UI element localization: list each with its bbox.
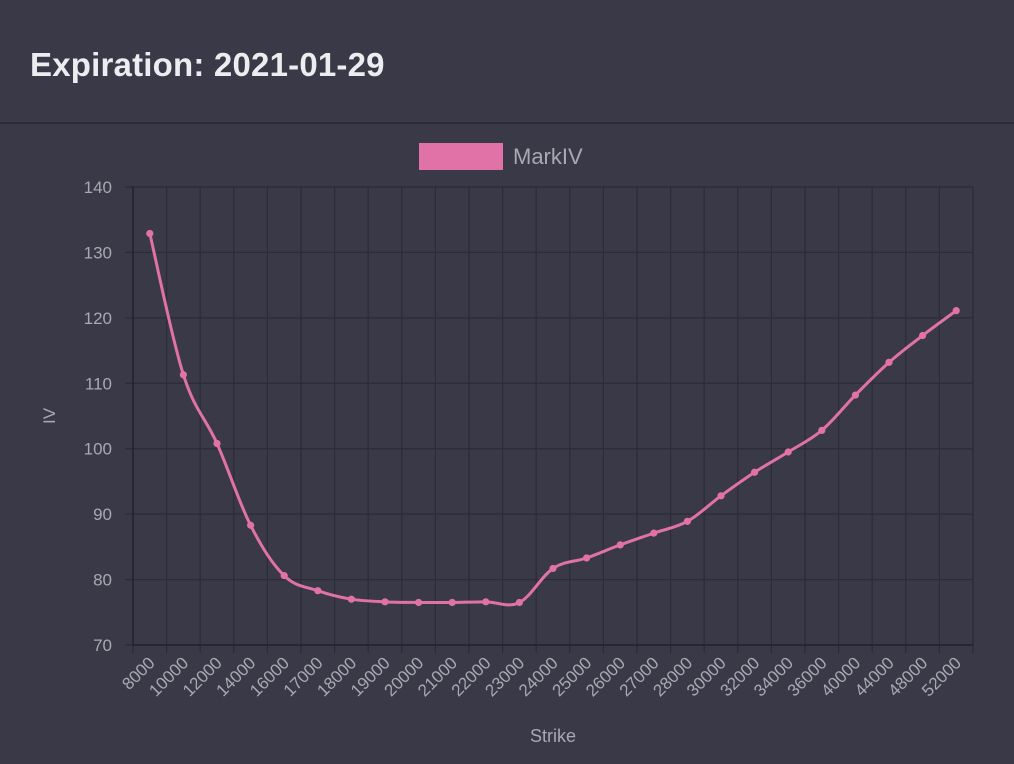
data-point[interactable] bbox=[448, 598, 456, 607]
data-point[interactable] bbox=[549, 564, 557, 573]
y-axis-title: IV bbox=[40, 407, 59, 424]
data-point[interactable] bbox=[919, 331, 927, 340]
data-point[interactable] bbox=[314, 587, 322, 595]
page-title: Expiration: 2021-01-29 bbox=[30, 46, 385, 83]
data-point[interactable] bbox=[650, 529, 658, 537]
data-point[interactable] bbox=[415, 598, 423, 607]
data-point[interactable] bbox=[818, 426, 826, 434]
y-tick-label: 80 bbox=[93, 571, 112, 590]
data-point[interactable] bbox=[952, 307, 960, 315]
data-point[interactable] bbox=[683, 517, 692, 525]
legend[interactable]: MarkIV bbox=[419, 143, 583, 170]
data-point[interactable] bbox=[851, 391, 860, 399]
data-point[interactable] bbox=[213, 439, 221, 448]
y-tick-label: 100 bbox=[84, 440, 112, 459]
data-point[interactable] bbox=[347, 595, 355, 603]
data-point[interactable] bbox=[784, 448, 792, 456]
grid bbox=[132, 186, 974, 646]
data-point[interactable] bbox=[179, 371, 187, 379]
data-point[interactable] bbox=[515, 598, 524, 607]
y-tick-label: 110 bbox=[85, 374, 112, 393]
data-point[interactable] bbox=[717, 492, 725, 500]
data-point[interactable] bbox=[885, 358, 893, 366]
data-point[interactable] bbox=[482, 598, 490, 606]
series-line-markiv bbox=[148, 233, 958, 607]
data-point[interactable] bbox=[616, 541, 624, 549]
x-axis-title: Strike bbox=[530, 726, 576, 746]
data-point[interactable] bbox=[751, 468, 759, 476]
legend-label[interactable]: MarkIV bbox=[513, 144, 583, 169]
y-tick-label: 140 bbox=[84, 178, 112, 197]
data-point[interactable] bbox=[247, 521, 255, 529]
data-point[interactable] bbox=[583, 554, 591, 562]
y-tick-label: 130 bbox=[84, 243, 112, 262]
y-tick-label: 70 bbox=[93, 636, 112, 655]
legend-swatch[interactable] bbox=[419, 143, 503, 170]
card-header: Expiration: 2021-01-29 bbox=[0, 0, 1014, 124]
data-point[interactable] bbox=[381, 598, 389, 606]
x-tick-label: 52000 bbox=[918, 653, 965, 700]
iv-line-chart: 7080901001101201301408000100001200014000… bbox=[40, 143, 974, 746]
y-tick-label: 120 bbox=[84, 309, 112, 328]
chart-area: 70 80 90 100 110 120 130 140 8000 10000 12000 14000… bbox=[0, 124, 1014, 764]
series-layer bbox=[146, 229, 960, 607]
data-point[interactable] bbox=[280, 572, 288, 580]
y-tick-label: 90 bbox=[93, 505, 112, 524]
axes: 7080901001101201301408000100001200014000… bbox=[84, 178, 974, 700]
data-point[interactable] bbox=[146, 229, 154, 238]
